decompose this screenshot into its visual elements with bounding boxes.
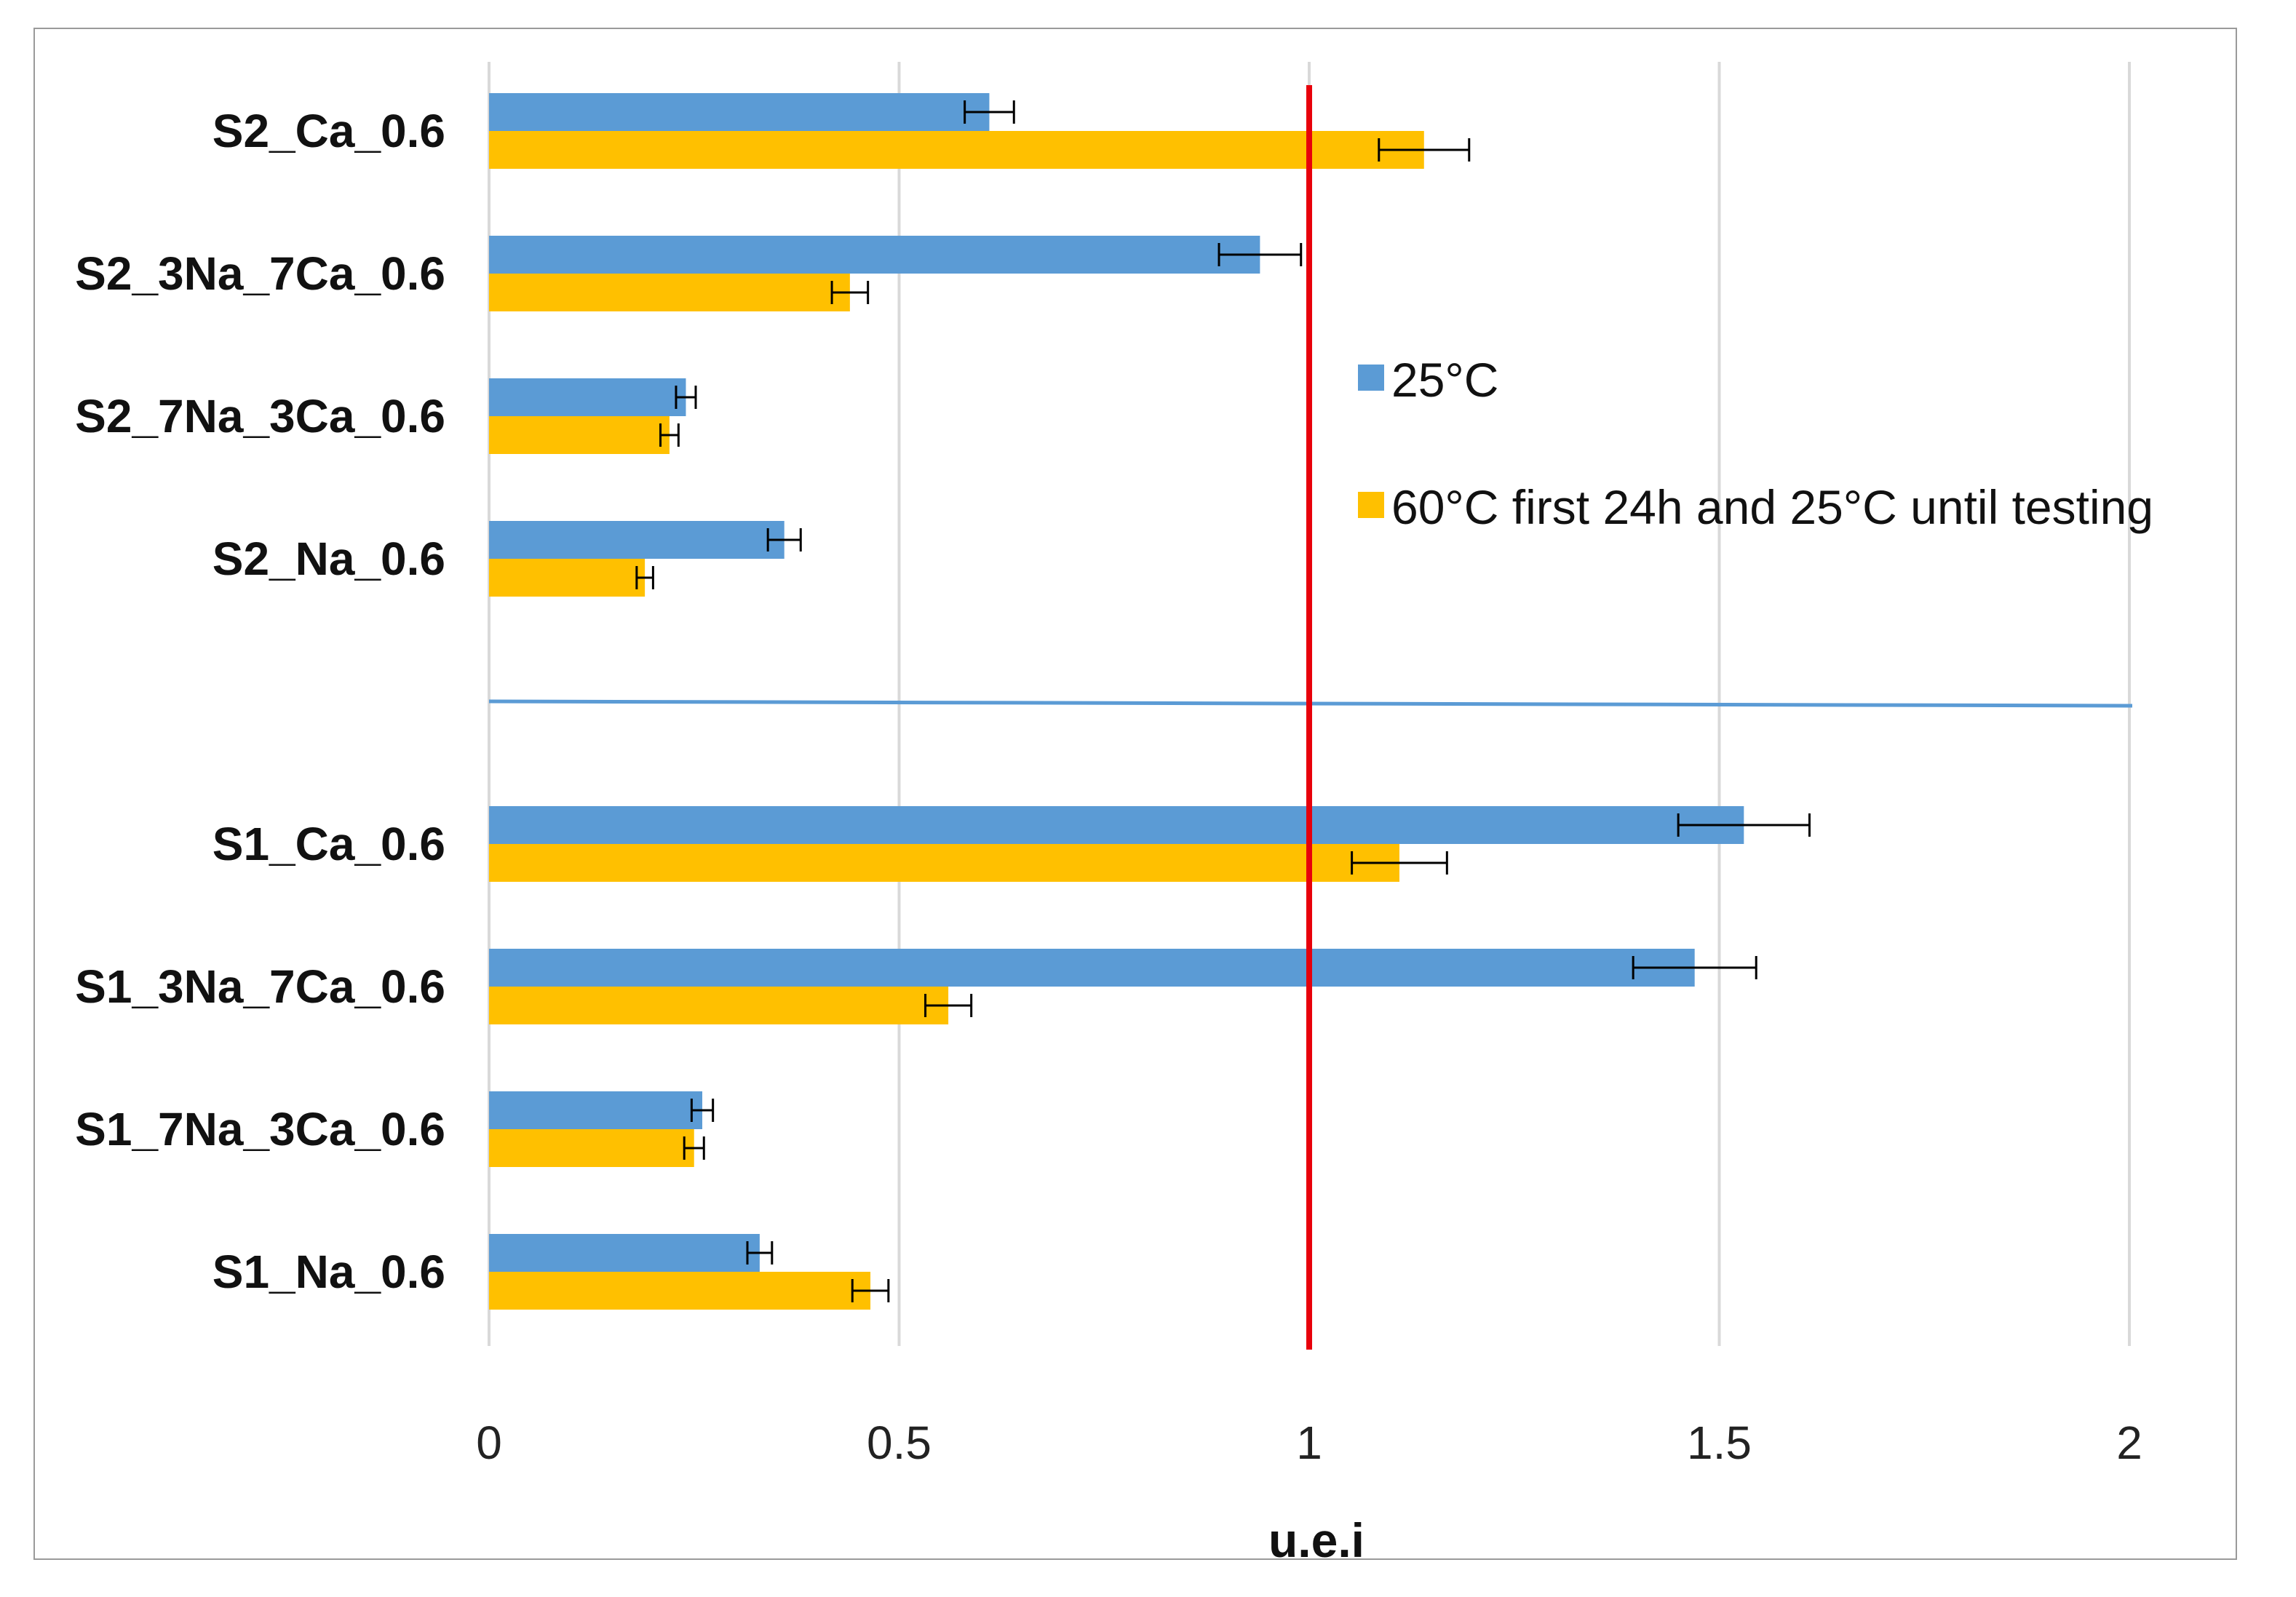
- bar-layer: [489, 93, 1744, 1310]
- x-tick-label: 0.5: [867, 1417, 931, 1469]
- category-label: S2_7Na_3Ca_0.6: [75, 390, 445, 442]
- legend-label: 25°C: [1391, 353, 1498, 407]
- bar-series1: [489, 93, 990, 131]
- chart-svg: S2_Ca_0.6 S2_3Na_7Ca_0.6 S2_7Na_3Ca_0.6 S2_…: [75, 62, 2153, 1561]
- error-bar: [830, 281, 870, 304]
- error-bar: [659, 423, 680, 447]
- bar-series2: [489, 559, 645, 597]
- legend-swatch: [1358, 492, 1384, 518]
- bar-series1: [489, 378, 686, 416]
- error-bar: [1217, 243, 1303, 266]
- legend-entry: 25°C: [1358, 353, 1498, 407]
- bar-series2: [489, 987, 949, 1024]
- legend-label: 60°C first 24h and 25°C until testing: [1391, 480, 2153, 534]
- bar-series1: [489, 236, 1260, 274]
- error-bar: [675, 386, 697, 409]
- error-bar: [746, 1241, 774, 1265]
- bar-series1: [489, 806, 1744, 844]
- x-tick-label: 1.5: [1687, 1417, 1752, 1469]
- x-tick-labels: 0 0.5 1 1.5 2: [476, 1417, 2142, 1469]
- category-label: S1_Na_0.6: [212, 1246, 445, 1298]
- error-bar: [1378, 138, 1471, 162]
- legend: 25°C 60°C first 24h and 25°C until testin…: [1358, 353, 2153, 534]
- bar-series2: [489, 131, 1424, 169]
- error-bar: [964, 100, 1015, 124]
- category-label: S1_7Na_3Ca_0.6: [75, 1103, 445, 1155]
- bar-series1: [489, 949, 1695, 987]
- error-layer: [635, 100, 1811, 1302]
- x-tick-label: 1: [1296, 1417, 1322, 1469]
- legend-swatch: [1358, 365, 1384, 391]
- x-tick-label: 0: [476, 1417, 502, 1469]
- category-labels: S2_Ca_0.6 S2_3Na_7Ca_0.6 S2_7Na_3Ca_0.6 S2_…: [75, 105, 445, 1298]
- chart-frame: S2_Ca_0.6 S2_3Na_7Ca_0.6 S2_7Na_3Ca_0.6 S2_…: [33, 28, 2237, 1561]
- category-label: S2_Ca_0.6: [212, 105, 445, 157]
- error-bar: [1677, 813, 1811, 837]
- category-label: S2_Na_0.6: [212, 533, 445, 585]
- bar-series2: [489, 274, 850, 311]
- category-label: S1_3Na_7Ca_0.6: [75, 960, 445, 1013]
- error-bar: [851, 1279, 890, 1302]
- error-bar: [1632, 956, 1757, 979]
- bar-series2: [489, 1272, 871, 1310]
- category-label: S2_3Na_7Ca_0.6: [75, 247, 445, 300]
- error-bar: [635, 566, 654, 589]
- error-bar: [683, 1136, 705, 1160]
- error-bar: [1351, 851, 1448, 875]
- bar-series1: [489, 1234, 760, 1272]
- error-bar: [690, 1099, 715, 1122]
- bar-series1: [489, 521, 784, 559]
- bar-series2: [489, 844, 1399, 882]
- legend-entry: 60°C first 24h and 25°C until testing: [1358, 480, 2153, 534]
- error-bar: [924, 994, 973, 1017]
- bar-series2: [489, 1129, 694, 1167]
- error-bar: [766, 528, 802, 551]
- x-axis-title: u.e.i: [1268, 1513, 1365, 1561]
- x-tick-label: 2: [2116, 1417, 2142, 1469]
- bar-series2: [489, 416, 670, 454]
- category-label: S1_Ca_0.6: [212, 818, 445, 870]
- bar-series1: [489, 1091, 703, 1129]
